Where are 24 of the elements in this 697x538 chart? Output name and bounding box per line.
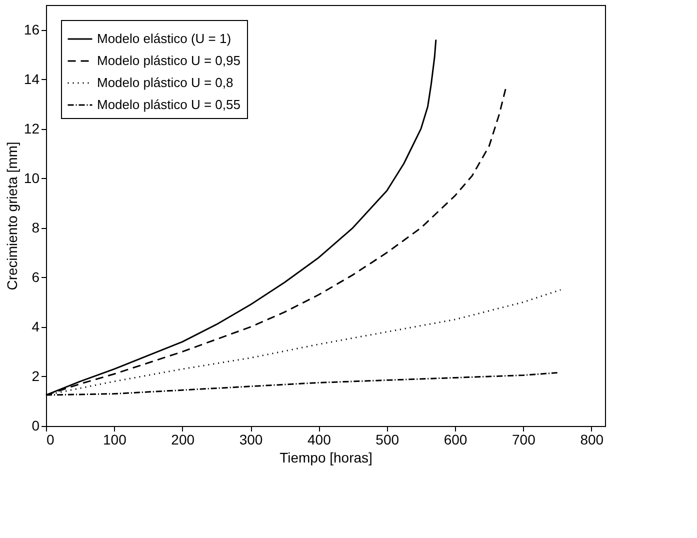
x-tick-label: 400 — [308, 432, 332, 448]
y-tick-label: 2 — [32, 368, 40, 384]
x-tick-label: 800 — [580, 432, 604, 448]
legend-label: Modelo elástico (U = 1) — [97, 31, 232, 46]
y-tick-label: 12 — [24, 120, 40, 136]
y-tick-label: 14 — [24, 70, 40, 87]
y-tick-label: 16 — [24, 21, 40, 38]
x-axis-title: Tiempo [horas] — [280, 450, 372, 466]
y-tick-label: 0 — [32, 418, 40, 434]
y-tick-label: 8 — [32, 219, 40, 236]
x-tick-label: 200 — [171, 432, 195, 448]
x-tick-label: 0 — [46, 432, 54, 448]
x-tick-label: 300 — [239, 432, 263, 448]
y-tick-label: 4 — [32, 318, 40, 334]
x-tick-label: 600 — [444, 432, 468, 448]
y-axis-title: Crecimiento grieta [mm] — [4, 142, 20, 290]
x-tick-label: 100 — [102, 432, 127, 448]
y-tick-label: 10 — [24, 170, 40, 186]
y-tick-label: 6 — [32, 268, 40, 285]
x-tick-label: 700 — [512, 432, 536, 448]
legend-label: Modelo plástico U = 0,55 — [97, 97, 240, 112]
legend-label: Modelo plástico U = 0,95 — [97, 53, 240, 68]
x-tick-label: 500 — [376, 432, 400, 448]
legend-label: Modelo plástico U = 0,8 — [97, 75, 234, 90]
